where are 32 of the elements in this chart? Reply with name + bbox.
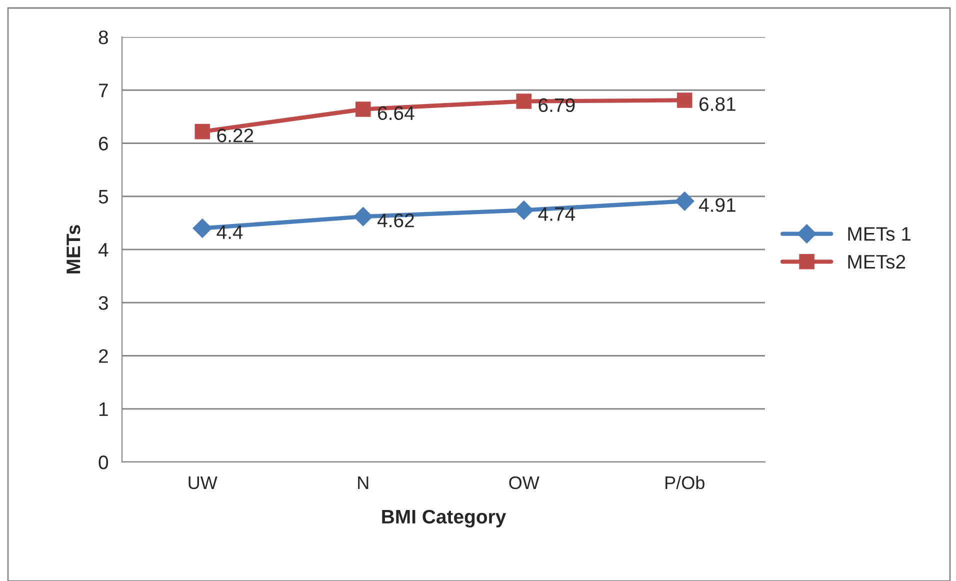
y-tick-label: 0 xyxy=(98,455,108,470)
y-tick-label: 6 xyxy=(98,136,108,150)
point xyxy=(675,192,694,211)
data-label: 6.22 xyxy=(217,128,254,142)
data-label: 4.62 xyxy=(377,214,414,228)
y-tick-label: 7 xyxy=(98,84,108,98)
x-tick-label: UW xyxy=(188,476,218,490)
data-label: 4.91 xyxy=(698,198,736,212)
point xyxy=(192,218,212,238)
y-tick-label: 5 xyxy=(98,190,108,204)
data-label: 4.4 xyxy=(216,225,243,239)
point xyxy=(354,207,373,226)
x-tick-label: N xyxy=(358,476,368,489)
y-tick-label: 3 xyxy=(98,296,108,310)
y-axis-title: METs xyxy=(66,225,80,274)
point xyxy=(516,94,532,109)
y-tick-label: 8 xyxy=(98,30,108,44)
legend-label: METs2 xyxy=(848,254,906,269)
y-tick-label: 4 xyxy=(98,243,108,257)
point xyxy=(194,124,210,140)
point xyxy=(514,200,534,220)
y-tick-label: 1 xyxy=(99,402,108,416)
point xyxy=(355,102,371,117)
y-tick-label: 2 xyxy=(98,349,108,363)
x-tick-label: OW xyxy=(509,476,540,490)
data-label: 6.81 xyxy=(700,97,736,111)
legend-label: METs 1 xyxy=(848,227,911,241)
x-tick-label: P/Ob xyxy=(666,476,704,490)
point xyxy=(676,92,692,108)
x-axis-title: BMI Category xyxy=(382,510,506,528)
data-label: 4.74 xyxy=(538,207,576,221)
data-label: 6.64 xyxy=(378,106,414,120)
